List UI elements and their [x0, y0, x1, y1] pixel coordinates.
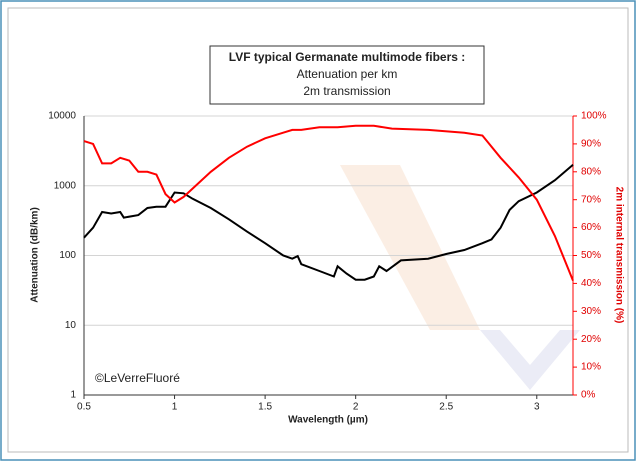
y2-tick-label: 60% [581, 222, 601, 233]
x-tick-label: 3 [534, 402, 540, 413]
y-tick-label: 1 [70, 390, 76, 401]
chart-title: LVF typical Germanate multimode fibers : [229, 50, 466, 64]
x-tick-label: 2 [353, 402, 359, 413]
y2-tick-label: 70% [581, 194, 601, 205]
y-tick-label: 10 [65, 320, 77, 331]
y-axis-label: Attenuation (dB/km) [30, 207, 41, 303]
y-tick-label: 1000 [54, 180, 77, 191]
y2-tick-label: 20% [581, 334, 601, 345]
y2-tick-label: 30% [581, 306, 601, 317]
annotation: ©LeVerreFluoré [95, 371, 180, 385]
y2-tick-label: 50% [581, 250, 601, 261]
y2-tick-label: 80% [581, 166, 601, 177]
chart-subtitle: 2m transmission [303, 84, 390, 98]
y-tick-label: 10000 [48, 111, 76, 122]
y2-tick-label: 90% [581, 139, 601, 150]
x-tick-label: 1.5 [258, 402, 272, 413]
x-tick-label: 1 [172, 402, 178, 413]
y2-tick-label: 10% [581, 362, 601, 373]
chart-subtitle: Attenuation per km [297, 67, 398, 81]
x-axis-label: Wavelength (µm) [288, 415, 368, 426]
x-tick-label: 2.5 [439, 402, 453, 413]
x-tick-label: 0.5 [77, 402, 91, 413]
y-tick-label: 100 [59, 250, 76, 261]
y2-tick-label: 100% [581, 111, 607, 122]
y2-tick-label: 40% [581, 278, 601, 289]
y2-tick-label: 0% [581, 390, 596, 401]
y2-axis-label: 2m internal transmission (%) [613, 187, 624, 324]
chart: LVF typical Germanate multimode fibers :… [0, 0, 636, 461]
